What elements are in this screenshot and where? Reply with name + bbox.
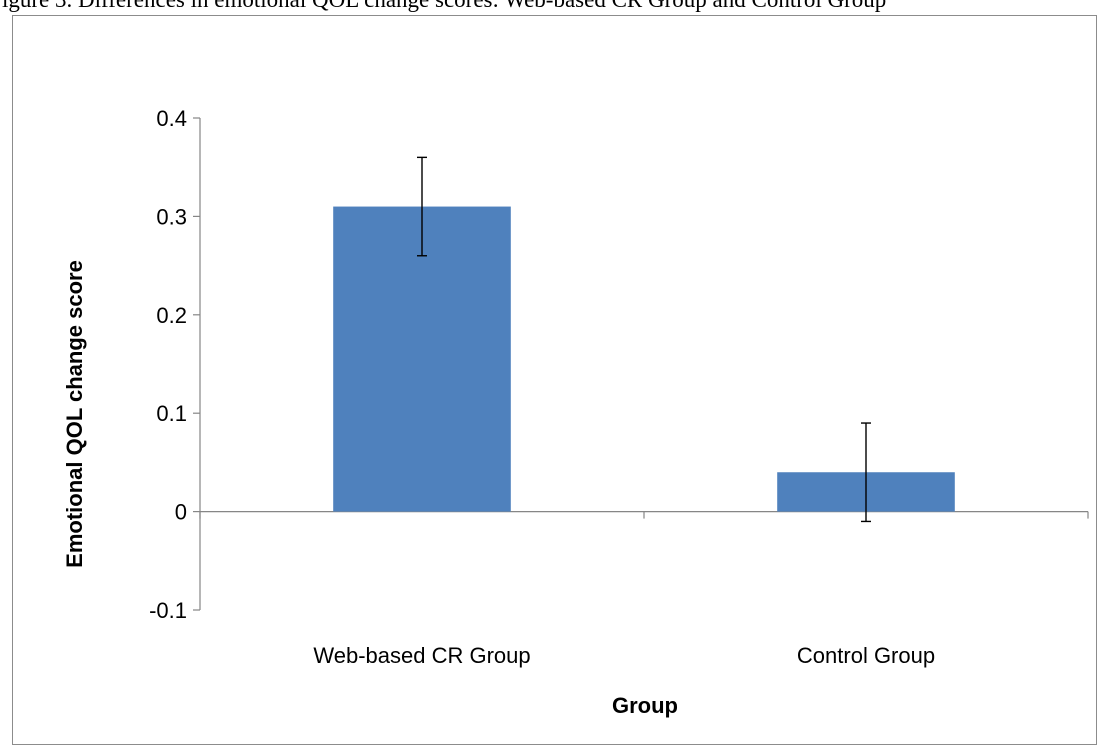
- chart-frame: [12, 15, 1097, 745]
- y-tick-label: 0.4: [156, 106, 187, 131]
- y-tick-label: 0.2: [156, 303, 187, 328]
- category-label: Web-based CR Group: [313, 643, 530, 668]
- figure-caption: igure 3. Differences in emotional QOL ch…: [2, 0, 886, 13]
- x-axis: [199, 511, 1089, 519]
- y-tick-label: 0: [175, 500, 187, 525]
- y-tick-label: -0.1: [149, 598, 187, 623]
- bars: [333, 206, 955, 512]
- y-axis: -0.1 0 0.1 0.2 0.3 0.4: [149, 106, 201, 623]
- y-tick-label: 0.1: [156, 401, 187, 426]
- bar: [333, 206, 511, 512]
- category-labels: Web-based CR Group Control Group: [313, 643, 935, 668]
- y-axis-title: Emotional QOL change score: [62, 260, 87, 568]
- category-label: Control Group: [797, 643, 935, 668]
- y-tick-label: 0.3: [156, 204, 187, 229]
- error-bars: [417, 156, 871, 523]
- x-axis-title: Group: [612, 693, 678, 718]
